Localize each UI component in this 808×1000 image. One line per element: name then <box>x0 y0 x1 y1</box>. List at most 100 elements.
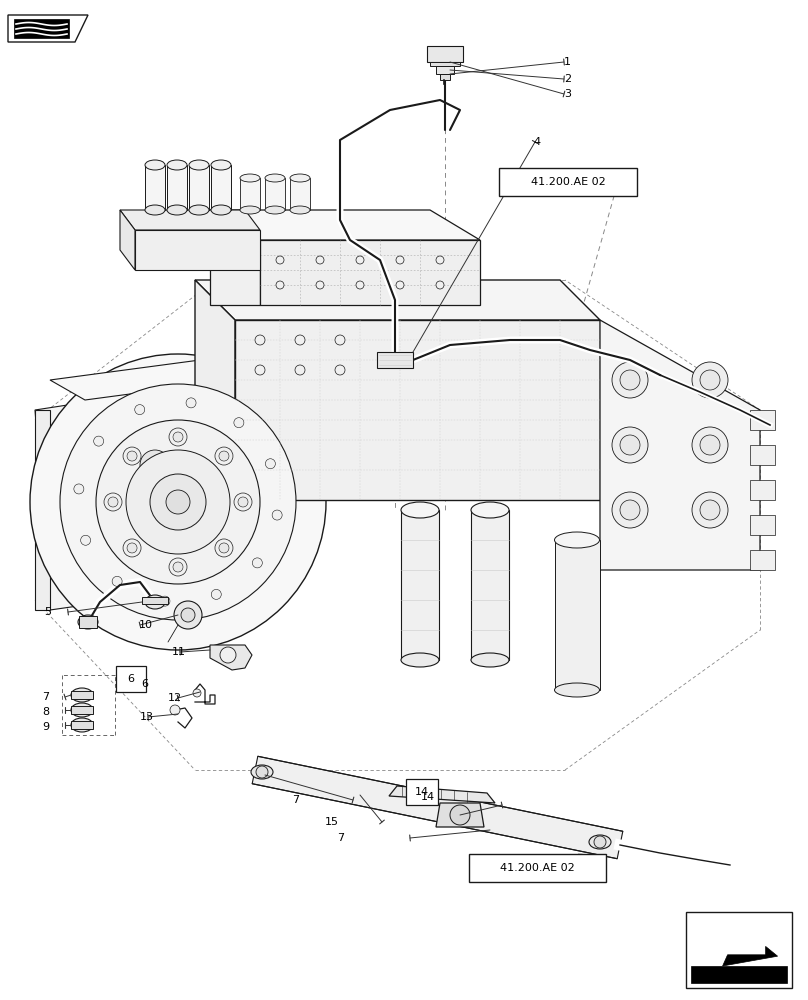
Circle shape <box>356 281 364 289</box>
Circle shape <box>234 418 244 428</box>
Ellipse shape <box>189 160 209 170</box>
Circle shape <box>692 362 728 398</box>
Polygon shape <box>71 721 93 729</box>
Polygon shape <box>14 19 69 38</box>
Circle shape <box>166 490 190 514</box>
Ellipse shape <box>290 174 310 182</box>
Polygon shape <box>430 62 460 66</box>
Polygon shape <box>135 230 260 270</box>
Polygon shape <box>691 966 787 983</box>
Text: 14: 14 <box>415 787 429 797</box>
Polygon shape <box>195 280 235 500</box>
Circle shape <box>620 370 640 390</box>
Circle shape <box>108 497 118 507</box>
Polygon shape <box>120 210 135 270</box>
Ellipse shape <box>589 835 611 849</box>
Ellipse shape <box>78 615 98 629</box>
Polygon shape <box>189 165 209 210</box>
Ellipse shape <box>71 688 93 702</box>
Text: 1: 1 <box>564 57 571 67</box>
Polygon shape <box>389 786 495 803</box>
Text: 7: 7 <box>42 692 49 702</box>
Circle shape <box>335 335 345 345</box>
Circle shape <box>234 493 252 511</box>
Circle shape <box>692 427 728 463</box>
Circle shape <box>211 589 221 599</box>
Polygon shape <box>240 178 260 210</box>
Bar <box>116 666 146 692</box>
Circle shape <box>620 500 640 520</box>
Circle shape <box>60 384 296 620</box>
Circle shape <box>316 256 324 264</box>
Text: 2: 2 <box>564 74 571 84</box>
Ellipse shape <box>145 595 165 609</box>
Polygon shape <box>235 320 600 500</box>
Circle shape <box>252 558 263 568</box>
Circle shape <box>436 281 444 289</box>
Circle shape <box>186 398 196 408</box>
Polygon shape <box>265 178 285 210</box>
Polygon shape <box>427 46 463 62</box>
Circle shape <box>96 420 260 584</box>
Circle shape <box>94 436 103 446</box>
Polygon shape <box>210 240 260 305</box>
Polygon shape <box>750 410 775 430</box>
Circle shape <box>219 451 229 461</box>
Circle shape <box>700 435 720 455</box>
Ellipse shape <box>189 205 209 215</box>
Bar <box>406 779 438 805</box>
Circle shape <box>450 805 470 825</box>
Polygon shape <box>195 280 600 320</box>
Circle shape <box>316 281 324 289</box>
Circle shape <box>612 362 648 398</box>
Text: 6: 6 <box>128 674 134 684</box>
Polygon shape <box>600 320 760 570</box>
Circle shape <box>276 281 284 289</box>
Circle shape <box>356 256 364 264</box>
Circle shape <box>436 256 444 264</box>
Circle shape <box>255 365 265 375</box>
Polygon shape <box>142 597 168 604</box>
Polygon shape <box>50 360 235 400</box>
Ellipse shape <box>251 765 273 779</box>
Text: 12: 12 <box>168 693 182 703</box>
Ellipse shape <box>145 205 165 215</box>
Circle shape <box>612 492 648 528</box>
Polygon shape <box>555 540 600 690</box>
Polygon shape <box>71 706 93 714</box>
Ellipse shape <box>290 206 310 214</box>
Bar <box>686 912 792 988</box>
Polygon shape <box>260 240 480 305</box>
Circle shape <box>169 428 187 446</box>
Circle shape <box>173 432 183 442</box>
Ellipse shape <box>554 683 600 697</box>
Bar <box>499 168 637 196</box>
Circle shape <box>135 405 145 415</box>
Circle shape <box>30 354 326 650</box>
Polygon shape <box>401 510 439 660</box>
Circle shape <box>127 543 137 553</box>
Circle shape <box>215 447 233 465</box>
Circle shape <box>238 497 248 507</box>
Circle shape <box>81 535 90 545</box>
Circle shape <box>335 365 345 375</box>
Circle shape <box>265 459 276 469</box>
Ellipse shape <box>167 205 187 215</box>
Text: 8: 8 <box>42 707 49 717</box>
Text: 9: 9 <box>42 722 49 732</box>
Ellipse shape <box>167 160 187 170</box>
Polygon shape <box>71 691 93 699</box>
Circle shape <box>104 493 122 511</box>
Circle shape <box>612 427 648 463</box>
Ellipse shape <box>401 502 439 518</box>
Circle shape <box>692 492 728 528</box>
Circle shape <box>170 705 180 715</box>
Ellipse shape <box>71 703 93 717</box>
Polygon shape <box>436 803 484 827</box>
Circle shape <box>112 576 122 586</box>
Ellipse shape <box>401 653 439 667</box>
Ellipse shape <box>471 653 509 667</box>
Ellipse shape <box>211 160 231 170</box>
Circle shape <box>700 500 720 520</box>
Ellipse shape <box>211 205 231 215</box>
